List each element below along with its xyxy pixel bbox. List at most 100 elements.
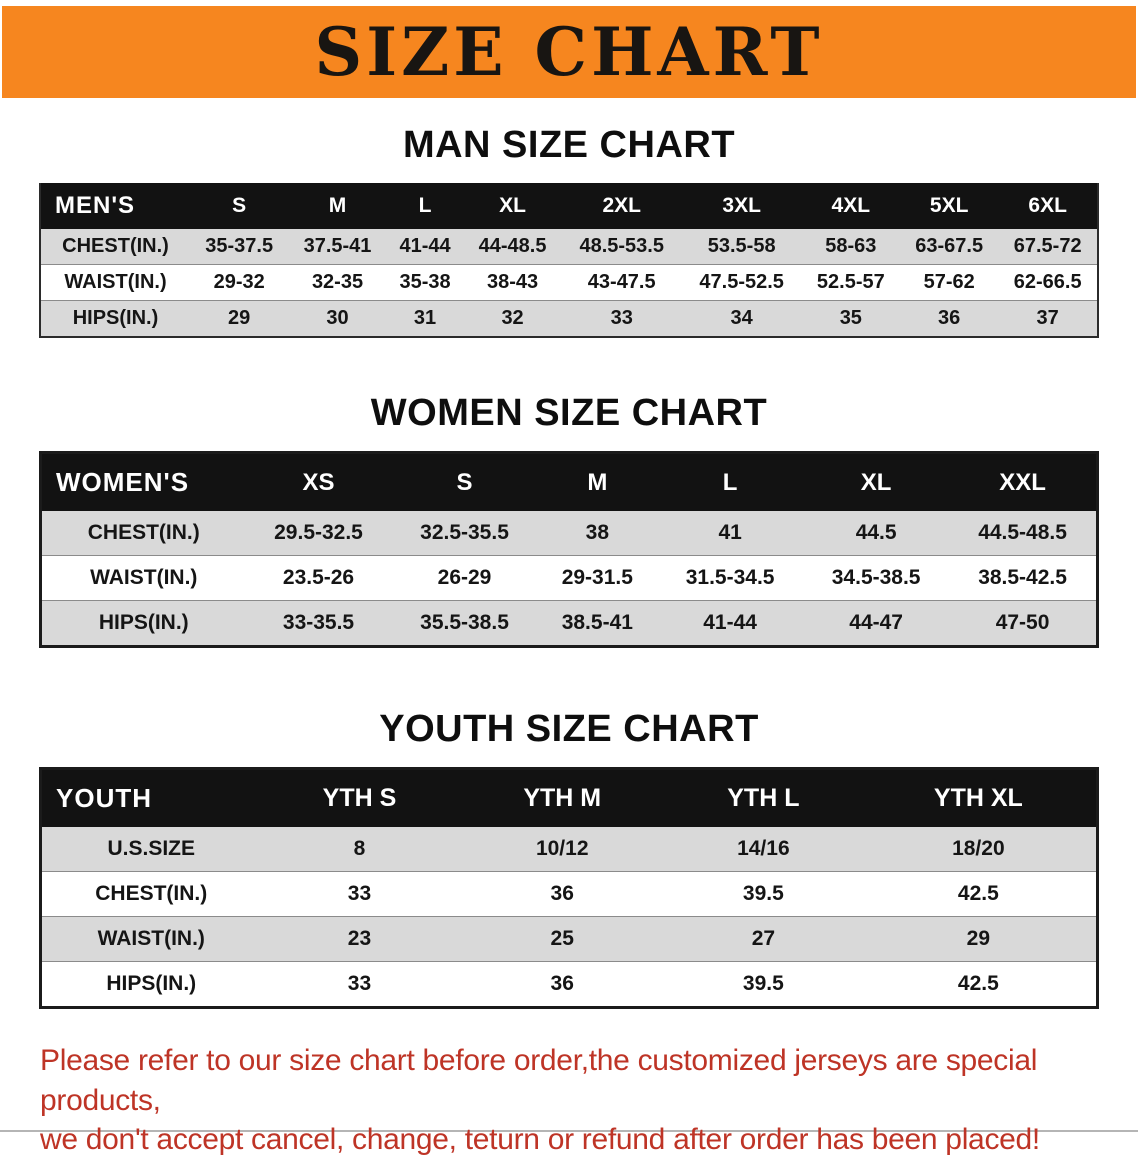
- measurement-value: 38.5-41: [561, 611, 633, 634]
- measurement-label: CHEST(IN.): [95, 882, 208, 905]
- table-corner-label: WOMEN'S: [40, 452, 246, 511]
- measurement-row: HIPS(IN.) 29 30 31 32 33 34 35 36 37: [40, 300, 1098, 337]
- measurement-row: WAIST(IN.) 23.5-26 26-29 29-31.5 31.5-34.5 34…: [40, 555, 1098, 601]
- notice-line-1: Please refer to our size chart before or…: [40, 1044, 1038, 1117]
- size-column-header: 2XL: [561, 183, 682, 229]
- measurement-row: HIPS(IN.) 33 36 39.5 42.5: [40, 961, 1098, 1008]
- measurement-value: 37.5-41: [303, 235, 372, 257]
- table-header-row: YOUTH YTH S YTH M YTH L YTH XL: [40, 768, 1098, 827]
- youth-size-section: YOUTH SIZE CHART YOUTH YTH S YTH M YTH L YTH…: [0, 708, 1138, 1009]
- measurement-value: 41-44: [703, 611, 757, 634]
- measurement-value: 47-50: [995, 611, 1050, 634]
- measurement-value: 32: [501, 307, 524, 329]
- size-column-header: M: [537, 452, 658, 511]
- measurement-value: 36: [550, 972, 574, 995]
- measurement-label: WAIST(IN.): [97, 927, 205, 950]
- size-column-header: 3XL: [681, 183, 802, 229]
- youth-section-heading: YOUTH SIZE CHART: [379, 708, 759, 750]
- measurement-value: 32-35: [311, 271, 364, 293]
- measurement-value: 35-37.5: [205, 235, 274, 257]
- measurement-value: 33: [610, 307, 633, 329]
- size-chart-banner: SIZE CHART: [2, 6, 1136, 98]
- measurement-value: 42.5: [957, 882, 999, 905]
- men-size-section: MAN SIZE CHART MEN'S S M L XL 2XL 3XL 4XL 5XL 6XL…: [0, 124, 1138, 338]
- table-corner-label: YOUTH: [40, 768, 261, 827]
- size-column-header: 5XL: [899, 183, 999, 229]
- size-column-header: 6XL: [998, 183, 1098, 229]
- measurement-label: HIPS(IN.): [72, 307, 159, 329]
- measurement-value: 44.5: [855, 521, 897, 544]
- women-size-section: WOMEN SIZE CHART WOMEN'S XS S M L XL XXL CHEST(…: [0, 392, 1138, 648]
- measurement-value: 8: [353, 837, 366, 860]
- measurement-value: 38.5-42.5: [978, 566, 1067, 589]
- measurement-label: U.S.SIZE: [107, 837, 196, 860]
- measurement-value: 34.5-38.5: [831, 566, 921, 589]
- size-column-header: L: [657, 452, 804, 511]
- measurement-value: 41: [718, 521, 742, 544]
- measurement-value: 43-47.5: [587, 271, 656, 293]
- measurement-value: 36: [938, 307, 961, 329]
- measurement-value: 63-67.5: [915, 235, 984, 257]
- measurement-value: 29-31.5: [561, 566, 633, 589]
- measurement-value: 32.5-35.5: [420, 521, 509, 544]
- notice-line-2: we don't accept cancel, change, teturn o…: [40, 1123, 1040, 1157]
- measurement-value: 30: [326, 307, 349, 329]
- measurement-value: 29: [228, 307, 251, 329]
- measurement-label: WAIST(IN.): [64, 271, 167, 293]
- measurement-label: HIPS(IN.): [98, 611, 189, 634]
- size-column-header: YTH S: [260, 768, 459, 827]
- measurement-value: 33-35.5: [282, 611, 355, 634]
- measurement-row: U.S.SIZE 8 10/12 14/16 18/20: [40, 827, 1098, 872]
- size-column-header: YTH L: [666, 768, 861, 827]
- measurement-value: 33: [347, 882, 372, 905]
- measurement-value: 44-47: [849, 611, 903, 634]
- measurement-label: CHEST(IN.): [87, 521, 200, 544]
- measurement-row: WAIST(IN.) 23 25 27 29: [40, 916, 1098, 962]
- measurement-value: 35: [839, 307, 862, 329]
- size-column-header: YTH XL: [860, 768, 1098, 827]
- measurement-label: HIPS(IN.): [106, 972, 197, 995]
- measurement-value: 38: [585, 521, 609, 544]
- page-title: SIZE CHART: [314, 13, 824, 91]
- measurement-value: 10/12: [535, 837, 589, 860]
- measurement-value: 25: [550, 927, 574, 950]
- table-header-row: MEN'S S M L XL 2XL 3XL 4XL 5XL 6XL: [40, 183, 1098, 229]
- size-chart-page: SIZE CHART MAN SIZE CHART MEN'S S M L XL 2XL 3…: [0, 6, 1138, 1157]
- size-column-header: S: [391, 452, 538, 511]
- measurement-value: 29-32: [213, 271, 265, 293]
- size-column-header: XXL: [949, 452, 1098, 511]
- size-column-header: S: [190, 183, 289, 229]
- measurement-value: 14/16: [737, 837, 790, 860]
- measurement-label: WAIST(IN.): [90, 566, 198, 589]
- measurement-value: 29.5-32.5: [274, 521, 363, 544]
- size-column-header: XL: [803, 452, 950, 511]
- measurement-value: 67.5-72: [1013, 235, 1082, 257]
- measurement-value: 48.5-53.5: [579, 235, 664, 257]
- measurement-value: 37: [1036, 307, 1059, 329]
- measurement-value: 62-66.5: [1013, 271, 1082, 293]
- measurement-value: 34: [730, 307, 753, 329]
- measurement-value: 31.5-34.5: [685, 566, 775, 589]
- measurement-value: 18/20: [952, 837, 1005, 860]
- measurement-value: 47.5-52.5: [699, 271, 784, 293]
- measurement-value: 35.5-38.5: [420, 611, 509, 634]
- measurement-value: 52.5-57: [816, 271, 885, 293]
- measurement-value: 27: [751, 927, 776, 950]
- size-column-header: XS: [245, 452, 392, 511]
- measurement-value: 44-48.5: [478, 235, 547, 257]
- measurement-value: 26-29: [437, 566, 492, 589]
- measurement-label: CHEST(IN.): [62, 235, 169, 257]
- men-section-heading: MAN SIZE CHART: [402, 124, 736, 166]
- measurement-value: 31: [413, 307, 437, 329]
- measurement-row: CHEST(IN.) 29.5-32.5 32.5-35.5 38 41 44.5 44.5…: [40, 511, 1098, 556]
- measurement-value: 58-63: [825, 235, 877, 257]
- table-header-row: WOMEN'S XS S M L XL XXL: [40, 452, 1098, 511]
- measurement-value: 53.5-58: [707, 235, 776, 257]
- measurement-value: 42.5: [957, 972, 999, 995]
- women-section-heading: WOMEN SIZE CHART: [370, 392, 768, 434]
- measurement-value: 23: [347, 927, 372, 950]
- measurement-row: CHEST(IN.) 33 36 39.5 42.5: [40, 871, 1098, 917]
- size-column-header: YTH M: [458, 768, 667, 827]
- measurement-value: 57-62: [923, 271, 975, 293]
- table-corner-label: MEN'S: [40, 183, 190, 229]
